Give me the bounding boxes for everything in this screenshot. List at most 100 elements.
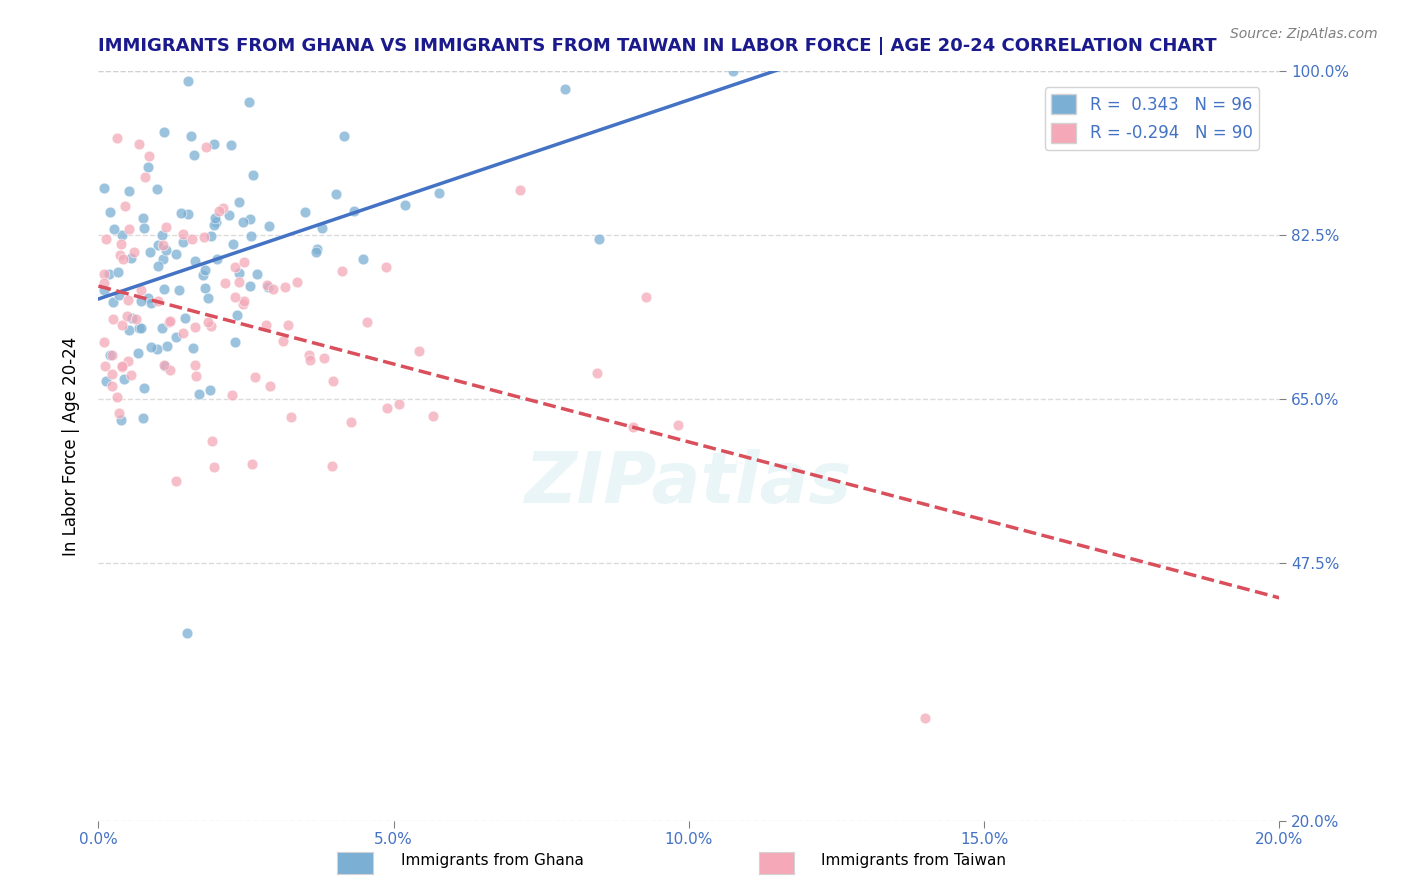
Point xyxy=(153,282,176,296)
Point xyxy=(240,458,263,472)
Point xyxy=(239,211,262,226)
Point xyxy=(159,363,181,377)
Point xyxy=(122,245,145,260)
Point xyxy=(129,293,152,308)
Point xyxy=(205,215,228,229)
Point xyxy=(93,267,115,281)
Point xyxy=(228,275,250,289)
Text: Immigrants from Ghana: Immigrants from Ghana xyxy=(401,854,583,868)
Point xyxy=(98,205,121,219)
Point xyxy=(153,125,176,139)
Point xyxy=(118,323,141,337)
Point xyxy=(93,277,115,291)
Point xyxy=(228,194,250,209)
Point xyxy=(180,232,202,246)
Point xyxy=(93,181,115,195)
Point xyxy=(93,283,115,297)
Point xyxy=(201,434,224,448)
Point xyxy=(262,282,284,296)
Point xyxy=(129,284,152,298)
Point xyxy=(141,296,163,310)
Point xyxy=(259,378,281,392)
Point xyxy=(94,374,117,388)
Point xyxy=(280,410,302,425)
Point xyxy=(621,420,644,434)
Point xyxy=(124,312,146,326)
Point xyxy=(191,268,214,283)
Point xyxy=(274,280,297,294)
Point xyxy=(176,626,198,640)
Point xyxy=(112,372,135,386)
Point xyxy=(148,237,170,252)
Point xyxy=(184,358,207,372)
Point xyxy=(152,237,174,252)
Point xyxy=(107,265,129,279)
Point xyxy=(117,293,139,307)
Point xyxy=(167,283,190,297)
Point xyxy=(197,291,219,305)
Point xyxy=(111,228,134,243)
Point xyxy=(165,330,187,344)
Point xyxy=(232,297,254,311)
Point xyxy=(197,315,219,329)
Point xyxy=(101,368,124,382)
Point xyxy=(97,267,120,281)
Point xyxy=(155,220,177,235)
Point xyxy=(184,369,207,384)
Point xyxy=(198,383,221,397)
Point xyxy=(170,206,193,220)
Point xyxy=(305,242,328,256)
Point xyxy=(224,334,246,349)
Point xyxy=(228,267,250,281)
Point xyxy=(233,255,256,269)
Point xyxy=(136,160,159,174)
Point xyxy=(139,244,162,259)
Point xyxy=(120,368,142,382)
Point xyxy=(232,215,254,229)
Text: Immigrants from Taiwan: Immigrants from Taiwan xyxy=(821,854,1007,868)
Point xyxy=(110,236,132,251)
Point xyxy=(177,74,200,88)
Point xyxy=(322,374,344,388)
Point xyxy=(101,294,124,309)
Point xyxy=(155,339,177,353)
Point xyxy=(305,244,328,259)
Point xyxy=(332,264,354,278)
Text: IMMIGRANTS FROM GHANA VS IMMIGRANTS FROM TAIWAN IN LABOR FORCE | AGE 20-24 CORRE: IMMIGRANTS FROM GHANA VS IMMIGRANTS FROM… xyxy=(98,37,1218,54)
Point xyxy=(239,228,262,243)
Point xyxy=(202,219,225,233)
Point xyxy=(214,277,236,291)
Point xyxy=(128,321,150,335)
Point xyxy=(242,169,264,183)
Point xyxy=(132,211,155,225)
Point xyxy=(352,252,374,267)
Point xyxy=(111,359,134,374)
Point xyxy=(187,386,209,401)
Point xyxy=(509,183,531,197)
Point xyxy=(194,263,217,277)
Point xyxy=(128,137,150,152)
Point xyxy=(94,232,117,246)
Point xyxy=(117,354,139,368)
Point xyxy=(103,222,125,236)
Point xyxy=(94,359,117,373)
Point xyxy=(408,344,430,359)
Point xyxy=(254,318,277,332)
Point xyxy=(131,321,153,335)
Point xyxy=(914,710,936,724)
Point xyxy=(202,137,225,152)
Point xyxy=(98,348,121,362)
Point xyxy=(374,260,396,274)
Point xyxy=(243,370,266,384)
Point xyxy=(177,207,200,221)
Point xyxy=(180,129,202,144)
Point xyxy=(145,342,167,356)
Point xyxy=(114,199,136,213)
Point xyxy=(218,208,240,222)
Point xyxy=(586,366,609,380)
Point xyxy=(181,341,204,355)
Point xyxy=(159,313,181,327)
Point xyxy=(138,149,160,163)
Point xyxy=(427,186,450,201)
Point xyxy=(111,318,134,333)
